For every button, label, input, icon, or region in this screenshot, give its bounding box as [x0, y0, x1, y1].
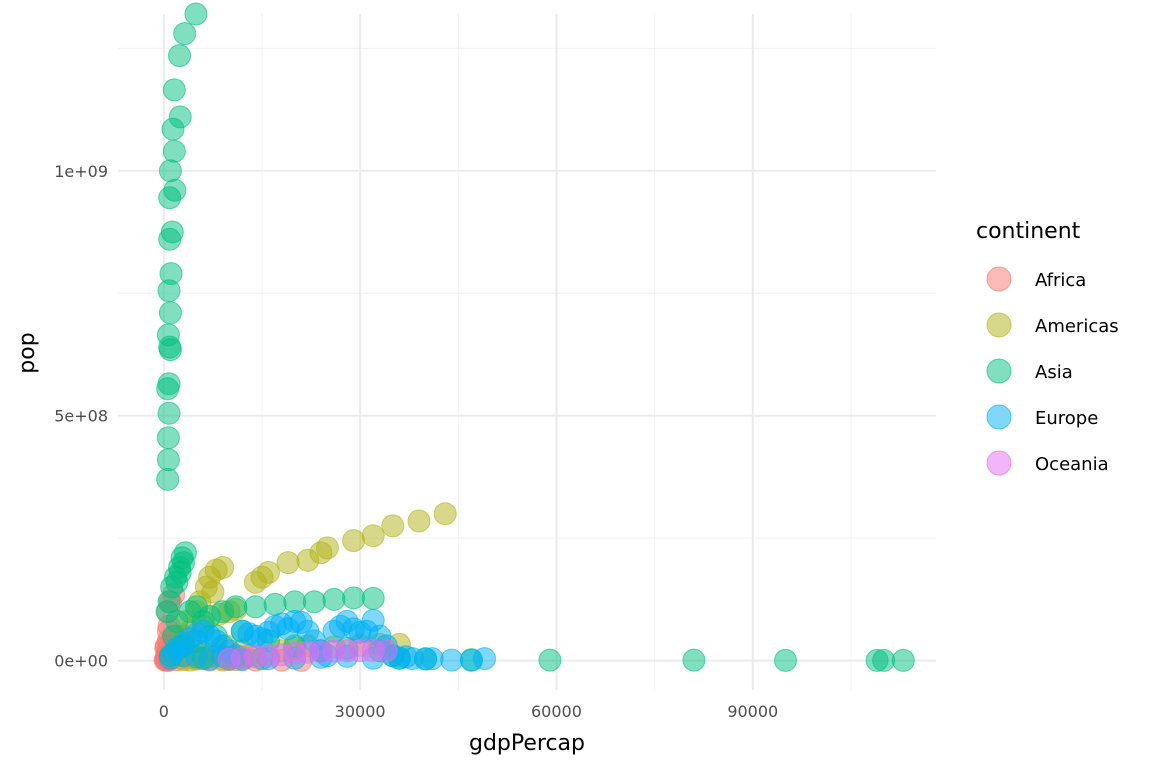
data-point — [163, 178, 187, 202]
legend-label-americas: Americas — [1035, 316, 1119, 337]
data-point — [156, 448, 180, 472]
legend: continent Africa Americas Asia Europe Oceani… — [976, 219, 1119, 476]
data-point — [440, 648, 464, 672]
data-point — [224, 595, 248, 619]
data-point — [257, 560, 280, 584]
data-point — [374, 639, 398, 663]
x-tick-label: 30000 — [335, 702, 386, 721]
data-point — [420, 647, 444, 671]
data-point — [158, 301, 182, 325]
data-point — [160, 220, 184, 244]
data-point — [165, 570, 189, 594]
data-point — [201, 580, 225, 604]
data-point — [157, 372, 181, 396]
data-point — [243, 595, 267, 619]
data-point — [774, 648, 797, 672]
legend-key-africa — [986, 266, 1012, 292]
data-points — [153, 2, 915, 672]
data-point — [168, 44, 191, 68]
data-point — [173, 22, 197, 46]
data-point — [322, 587, 346, 611]
data-point — [407, 509, 431, 533]
x-tick-label: 60000 — [531, 702, 582, 721]
minor-gridlines — [118, 14, 936, 690]
data-point — [283, 590, 307, 614]
data-point — [156, 467, 180, 491]
x-axis-title: gdpPercap — [469, 731, 585, 756]
data-point — [162, 139, 186, 163]
data-point — [184, 2, 208, 26]
data-point — [159, 262, 183, 286]
x-tick-label: 90000 — [727, 702, 778, 721]
data-point — [211, 556, 235, 579]
legend-label-oceania: Oceania — [1035, 454, 1109, 475]
x-tick-label: 0 — [159, 702, 169, 721]
data-point — [157, 401, 181, 425]
legend-key-oceania — [986, 450, 1012, 476]
data-point — [263, 592, 287, 616]
data-point — [361, 524, 385, 548]
x-axis-ticks: 0 30000 60000 90000 — [159, 702, 779, 721]
legend-items: Africa Americas Asia Europe Oceania — [986, 266, 1119, 476]
legend-key-americas — [986, 312, 1012, 338]
data-point — [872, 648, 896, 672]
y-tick-label: 5e+08 — [54, 407, 108, 426]
data-point — [682, 648, 706, 672]
legend-key-asia — [986, 358, 1012, 384]
data-point — [156, 426, 180, 450]
data-point — [158, 159, 182, 183]
data-point — [538, 648, 562, 672]
data-point — [342, 586, 366, 610]
data-point — [156, 323, 180, 347]
legend-label-africa: Africa — [1035, 270, 1086, 291]
data-point — [302, 590, 326, 614]
data-point — [891, 648, 915, 672]
data-point — [162, 78, 186, 102]
legend-label-asia: Asia — [1035, 362, 1073, 383]
data-point — [381, 514, 405, 538]
data-point — [342, 529, 366, 553]
data-point — [473, 647, 496, 671]
y-tick-label: 1e+09 — [54, 162, 108, 181]
data-point — [315, 536, 339, 560]
legend-label-europe: Europe — [1035, 408, 1098, 429]
data-point — [361, 586, 385, 610]
series-oceania — [217, 638, 398, 671]
data-point — [276, 551, 300, 575]
y-axis-ticks: 0e+00 5e+08 1e+09 — [54, 162, 108, 671]
series-europe — [158, 608, 496, 672]
data-point — [168, 105, 192, 129]
data-point — [433, 502, 457, 526]
legend-key-europe — [986, 404, 1012, 430]
y-tick-label: 0e+00 — [54, 652, 108, 671]
y-axis-title: pop — [15, 332, 40, 373]
legend-title: continent — [976, 219, 1081, 244]
